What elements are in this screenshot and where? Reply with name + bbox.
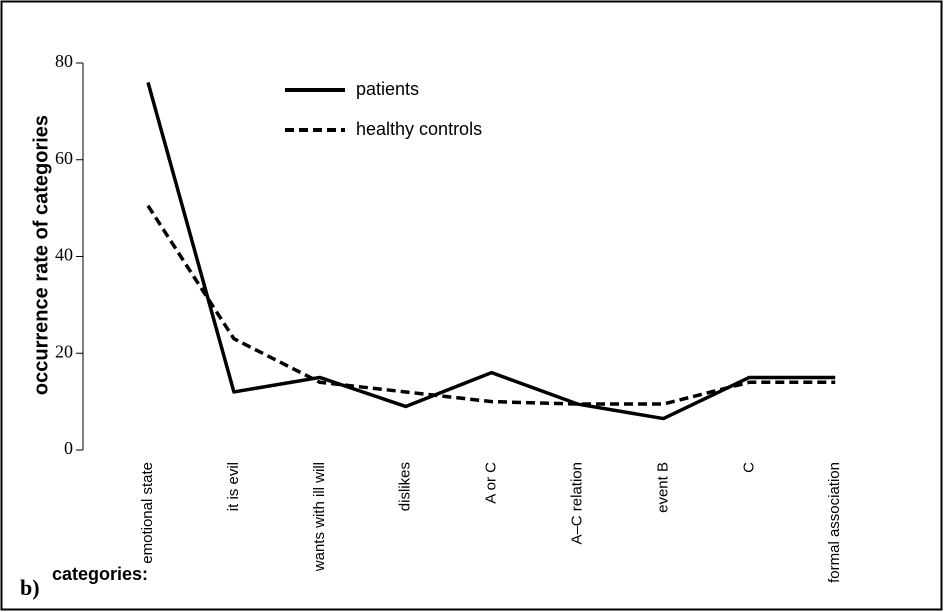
x-tick-label: wants with ill will [311,462,328,572]
x-tick-label: emotional state [139,462,156,564]
data-line [146,204,836,406]
x-tick-label: C [740,462,757,473]
y-tick-label: 80 [55,51,73,71]
x-tick-label: A or C [483,462,500,504]
y-tick-label: 0 [64,438,73,458]
legend-label: patients [356,79,419,99]
x-tick-label: event B [654,462,671,513]
x-tick-label: formal association [826,462,843,583]
x-tick-label: A–C relation [568,462,585,545]
x-tick-label: dislikes [397,462,414,511]
legend-label: healthy controls [356,119,482,139]
x-axis-label: categories: [52,564,148,584]
panel-label: b) [20,575,40,600]
x-tick-label: it is evil [225,462,242,511]
y-tick-label: 20 [55,341,73,361]
y-tick-label: 60 [55,148,73,168]
y-tick-label: 40 [55,245,73,265]
y-axis-label: occurrence rate of categories [30,115,52,395]
data-line [146,81,836,421]
